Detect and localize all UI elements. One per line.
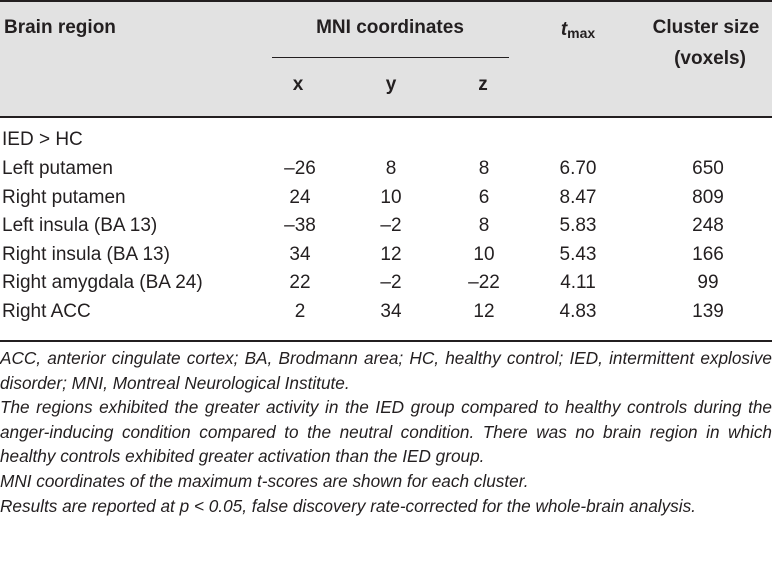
cell-tmax: 4.11: [560, 272, 596, 294]
cell-region: Right insula (BA 13): [2, 243, 170, 265]
cell-z: 6: [478, 186, 490, 208]
footnote-abbreviations: ACC, anterior cingulate cortex; BA, Brod…: [0, 348, 772, 393]
group-label: IED > HC: [2, 129, 83, 150]
header-mni-coordinates: MNI coordinates: [316, 17, 464, 38]
cell-z: 8: [478, 215, 490, 237]
cell-region: Right putamen: [2, 186, 126, 208]
cell-z: 8: [478, 158, 490, 179]
cell-y: 10: [380, 186, 402, 208]
cell-cluster: 139: [692, 301, 724, 322]
cell-region: Right amygdala (BA 24): [2, 272, 203, 294]
header-cluster-size: Cluster size: [652, 17, 760, 38]
cell-x: –38: [284, 215, 316, 237]
cell-cluster: 166: [692, 243, 724, 265]
footnote-description: The regions exhibited the greater activi…: [0, 397, 772, 467]
cell-x: 2: [294, 301, 306, 322]
footnote-statistics: Results are reported at p < 0.05, false …: [0, 495, 696, 516]
cell-x: 22: [289, 272, 311, 294]
cell-z: 10: [473, 243, 495, 265]
cell-z: –22: [468, 272, 500, 294]
cell-y: 34: [380, 301, 402, 322]
cell-tmax: 6.70: [559, 158, 597, 179]
cell-tmax: 4.83: [559, 301, 597, 322]
cell-cluster: 650: [692, 158, 724, 179]
cell-x: 34: [289, 243, 311, 265]
cell-region: Left insula (BA 13): [2, 215, 158, 237]
cell-tmax: 5.83: [559, 215, 597, 237]
header-tmax-sub: max: [567, 25, 596, 41]
mni-rule: [272, 57, 509, 58]
cell-region: Right ACC: [2, 301, 91, 322]
cell-z: 12: [473, 301, 495, 322]
cell-x: 24: [289, 186, 311, 208]
cell-y: 8: [385, 158, 397, 179]
cell-tmax: 5.43: [559, 243, 597, 265]
cell-cluster: 248: [692, 215, 724, 237]
footnote-mni: MNI coordinates of the maximum t-scores …: [0, 470, 529, 491]
header-x: x: [292, 74, 304, 95]
bottom-rule: [0, 340, 772, 342]
cell-x: –26: [284, 158, 316, 179]
header-cluster-voxels: (voxels): [674, 48, 746, 69]
header-tmax: tmax: [561, 17, 595, 43]
header-tmax-t: t: [560, 19, 568, 40]
cell-y: 12: [380, 243, 402, 265]
table-footnotes: ACC, anterior cingulate cortex; BA, Brod…: [0, 346, 772, 518]
header-z: z: [478, 74, 488, 95]
cell-region: Left putamen: [2, 158, 113, 179]
table-header-background: [0, 0, 772, 116]
cell-cluster: 99: [697, 272, 719, 294]
top-rule: [0, 0, 772, 2]
header-rule: [0, 116, 772, 118]
header-brain-region: Brain region: [4, 17, 116, 38]
cell-cluster: 809: [692, 186, 724, 208]
header-y: y: [385, 74, 397, 95]
cell-y: –2: [380, 272, 402, 294]
cell-y: –2: [380, 215, 402, 237]
cell-tmax: 8.47: [559, 186, 597, 208]
